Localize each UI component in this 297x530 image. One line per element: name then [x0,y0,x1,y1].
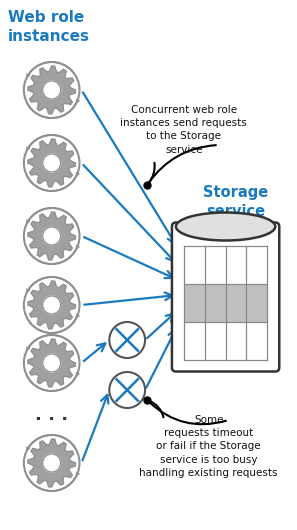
Circle shape [43,454,61,472]
Polygon shape [28,281,75,329]
Circle shape [43,296,61,314]
Circle shape [109,322,145,358]
Text: Web role
instances: Web role instances [8,10,90,43]
Circle shape [43,81,61,99]
Circle shape [43,154,61,172]
Polygon shape [28,139,75,187]
FancyBboxPatch shape [184,284,267,322]
Circle shape [109,372,145,408]
Text: Storage
service: Storage service [203,185,268,218]
Text: Concurrent web role
instances send requests
to the Storage
service: Concurrent web role instances send reque… [121,105,247,155]
Text: Some
requests timeout
or fail if the Storage
service is too busy
handling existi: Some requests timeout or fail if the Sto… [140,415,278,478]
Text: · · ·: · · · [35,411,68,429]
Polygon shape [28,339,75,387]
Circle shape [43,354,61,372]
FancyBboxPatch shape [172,223,279,372]
Ellipse shape [176,213,275,241]
Polygon shape [28,439,75,487]
Circle shape [43,227,61,245]
Polygon shape [28,212,75,260]
Polygon shape [28,66,75,114]
